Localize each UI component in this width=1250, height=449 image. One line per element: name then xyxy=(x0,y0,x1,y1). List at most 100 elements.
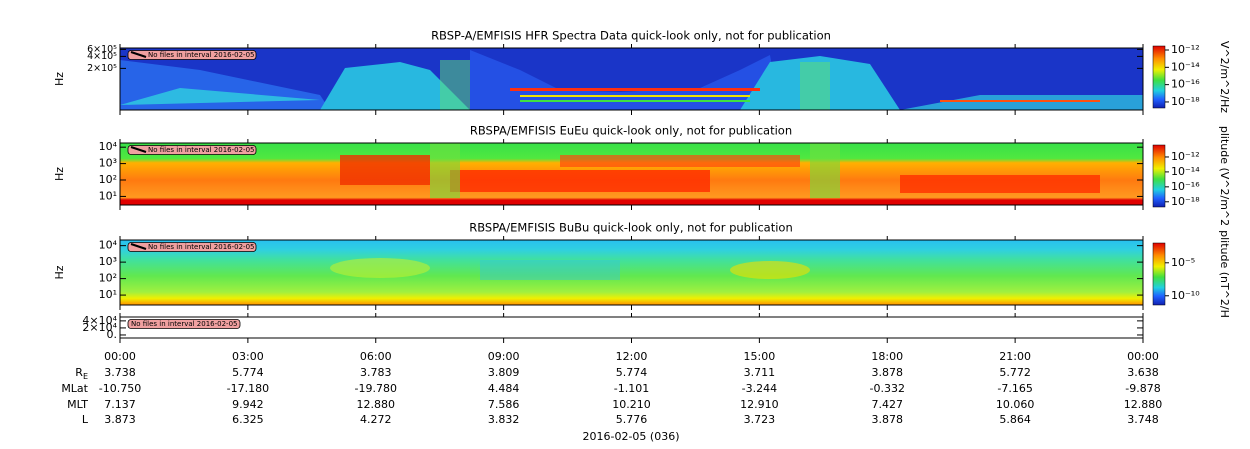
colorbar-tick-label: 10⁻¹⁴ xyxy=(1171,165,1200,178)
ephemeris-value: -17.180 xyxy=(227,382,269,395)
spectrogram-bubu xyxy=(120,240,1143,305)
ephemeris-value: 7.586 xyxy=(488,398,520,411)
ephemeris-label-main: MLat xyxy=(61,382,88,395)
annotation-text: No files in interval 2016-02-05 xyxy=(148,243,254,251)
ephemeris-label-main: MLT xyxy=(67,398,88,411)
y-tick-label: 10¹ xyxy=(99,189,117,202)
ephemeris-value: 7.427 xyxy=(872,398,904,411)
ephemeris-label-sub: E xyxy=(83,372,88,381)
ephemeris-value: 5.774 xyxy=(232,366,264,379)
ephemeris-value: 3.638 xyxy=(1127,366,1159,379)
x-tick-label: 18:00 xyxy=(871,350,903,363)
spectrogram-eueu xyxy=(120,143,1143,205)
x-tick-label: 06:00 xyxy=(360,350,392,363)
y-tick-label: 10¹ xyxy=(99,288,117,301)
x-tick-label: 21:00 xyxy=(999,350,1031,363)
x-tick-label: 09:00 xyxy=(488,350,520,363)
ephemeris-value: -10.750 xyxy=(99,382,141,395)
annotation-box xyxy=(127,50,257,60)
ephemeris-label: MLT xyxy=(67,398,88,411)
y-tick-label: 4×10⁵ xyxy=(87,51,117,62)
y-tick-label: 10³ xyxy=(99,255,117,268)
x-tick-label: 12:00 xyxy=(616,350,648,363)
colorbar-tick-label: 10⁻¹² xyxy=(1171,150,1200,163)
ephemeris-value: 3.832 xyxy=(488,413,520,426)
ephemeris-value: 3.878 xyxy=(872,366,904,379)
ephemeris-value: 10.210 xyxy=(612,398,651,411)
panel-title: RBSPA/EMFISIS EuEu quick-look only, not … xyxy=(470,124,792,138)
ephemeris-value: 3.723 xyxy=(744,413,776,426)
colorbar-label: plitude (V^2/m^2 xyxy=(1218,126,1231,226)
colorbar-tick-label: 10⁻¹⁰ xyxy=(1171,289,1200,302)
colorbar-tick-label: 10⁻⁵ xyxy=(1171,256,1195,269)
y-axis-label: Hz xyxy=(53,265,66,279)
y-tick-label: 2×10⁴ xyxy=(82,321,117,334)
annotation-text: No files in interval 2016-02-05 xyxy=(131,320,237,328)
ephemeris-value: 5.774 xyxy=(616,366,648,379)
annotation-text: No files in interval 2016-02-05 xyxy=(148,51,254,59)
ephemeris-value: 3.809 xyxy=(488,366,520,379)
y-tick-label: 10⁴ xyxy=(99,239,118,252)
ephemeris-value: 3.748 xyxy=(1127,413,1159,426)
ephemeris-value: 6.325 xyxy=(232,413,264,426)
ephemeris-value: -0.332 xyxy=(870,382,905,395)
ephemeris-value: 3.873 xyxy=(104,413,136,426)
ephemeris-value: 4.484 xyxy=(488,382,520,395)
colorbar xyxy=(1152,242,1166,306)
ephemeris-label-main: L xyxy=(82,413,89,426)
colorbar-tick-label: 10⁻¹² xyxy=(1171,43,1200,56)
ephemeris-label-main: R xyxy=(75,366,83,379)
spectrogram-hfr xyxy=(120,48,1143,110)
ephemeris-value: -3.244 xyxy=(742,382,777,395)
ephemeris-value: 4.272 xyxy=(360,413,392,426)
ephemeris-value: 12.910 xyxy=(740,398,779,411)
ephemeris-value: 3.878 xyxy=(872,413,904,426)
ephemeris-value: 7.137 xyxy=(104,398,136,411)
ephemeris-label: RE xyxy=(75,366,88,381)
y-tick-label: 10³ xyxy=(99,157,117,170)
annotation-icon xyxy=(130,243,147,250)
ephemeris-label: MLat xyxy=(61,382,88,395)
annotation-box xyxy=(127,145,257,155)
x-tick-label: 15:00 xyxy=(744,350,776,363)
colorbar xyxy=(1152,144,1166,208)
annotation-box xyxy=(127,242,257,252)
ephemeris-value: -7.165 xyxy=(997,382,1032,395)
ephemeris-value: 3.783 xyxy=(360,366,392,379)
panel-title: RBSPA/EMFISIS BuBu quick-look only, not … xyxy=(469,221,793,235)
annotation-text: No files in interval 2016-02-05 xyxy=(148,146,254,154)
x-tick-label: 00:00 xyxy=(104,350,136,363)
colorbar-label: V^2/m^2/Hz xyxy=(1218,41,1231,113)
ephemeris-label: L xyxy=(82,413,89,426)
annotation-icon xyxy=(130,51,147,58)
panel-title: RBSP-A/EMFISIS HFR Spectra Data quick-lo… xyxy=(431,29,831,43)
ephemeris-value: 12.880 xyxy=(1124,398,1163,411)
ephemeris-value: 3.738 xyxy=(104,366,136,379)
annotation-icon xyxy=(130,146,147,153)
ephemeris-value: -1.101 xyxy=(614,382,649,395)
y-tick-label: 10² xyxy=(99,173,117,186)
colorbar-label: plitude (nT^2/H xyxy=(1218,230,1231,318)
colorbar-tick-label: 10⁻¹⁸ xyxy=(1171,195,1200,208)
y-tick-label: 6×10⁵ xyxy=(87,44,117,55)
colorbar-tick-label: 10⁻¹⁸ xyxy=(1171,95,1200,108)
colorbar xyxy=(1152,45,1166,109)
ephemeris-value: 5.864 xyxy=(999,413,1031,426)
y-tick-label: 2×10⁵ xyxy=(87,63,117,74)
annotation-box xyxy=(127,319,241,329)
ephemeris-value: 9.942 xyxy=(232,398,264,411)
y-tick-label: 4×10⁴ xyxy=(82,314,117,327)
y-axis-label: Hz xyxy=(53,167,66,181)
x-tick-label: 03:00 xyxy=(232,350,264,363)
y-axis-label: Hz xyxy=(53,72,66,86)
ephemeris-value: 5.776 xyxy=(616,413,648,426)
ephemeris-value: 12.880 xyxy=(357,398,396,411)
colorbar-tick-label: 10⁻¹⁴ xyxy=(1171,60,1200,73)
x-tick-label: 00:00 xyxy=(1127,350,1159,363)
date-label: 2016-02-05 (036) xyxy=(582,430,679,443)
colorbar-tick-label: 10⁻¹⁶ xyxy=(1171,78,1200,91)
ephemeris-value: 3.711 xyxy=(744,366,776,379)
ephemeris-value: 5.772 xyxy=(999,366,1031,379)
colorbar-tick-label: 10⁻¹⁶ xyxy=(1171,180,1200,193)
